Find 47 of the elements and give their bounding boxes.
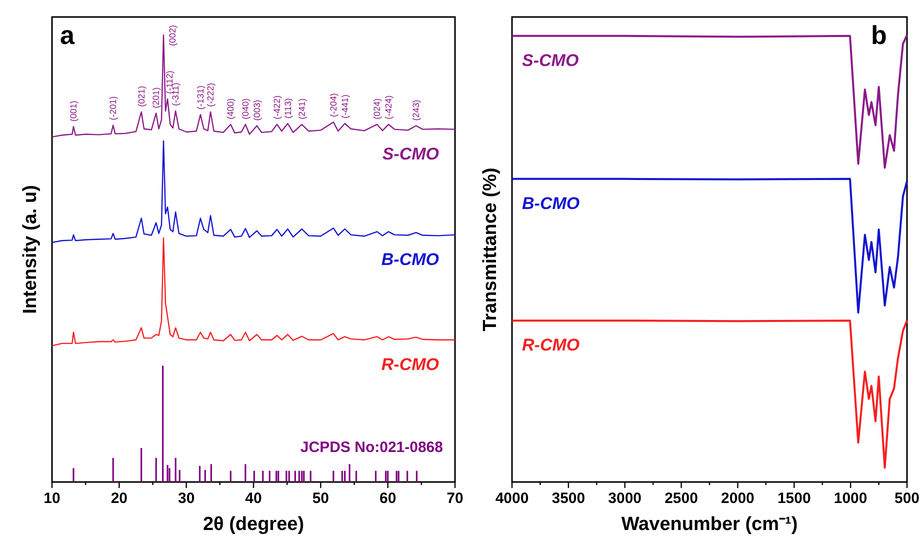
x-tick-label: 1000 — [834, 490, 868, 507]
annotation: (113) — [282, 98, 293, 119]
annotation: (243) — [411, 100, 422, 121]
annotation: (-441) — [340, 94, 350, 119]
x-tick-label: 3000 — [608, 490, 642, 507]
x-tick-label: 500 — [894, 490, 920, 507]
series-label: S-CMO — [382, 144, 439, 164]
x-tick-label: 2000 — [721, 490, 754, 507]
series-label: R-CMO — [381, 354, 439, 374]
x-tick-label: 2500 — [664, 490, 698, 507]
annotation: (241) — [296, 98, 307, 120]
annotation: (003) — [252, 100, 262, 121]
x-axis-title: Wavenumber (cm⁻¹) — [621, 514, 798, 535]
x-tick-label: 30 — [178, 490, 195, 507]
series-label: JCPDS No:021-0868 — [300, 439, 443, 456]
x-tick-label: 10 — [44, 490, 60, 507]
x-tick-label: 20 — [110, 490, 128, 507]
chart-title: a — [60, 20, 75, 50]
annotation: (-112) — [164, 70, 175, 94]
x-tick-label: 60 — [379, 490, 396, 507]
annotation: (001) — [68, 100, 78, 122]
series-label: B-CMO — [522, 194, 580, 213]
series-label: B-CMO — [381, 250, 439, 269]
annotation: (024) — [372, 98, 382, 120]
x-tick-label: 1500 — [777, 490, 811, 507]
x-tick-label: 4000 — [495, 490, 529, 507]
y-axis-title: Intensity (a. u) — [20, 185, 41, 314]
x-tick-label: 3500 — [552, 490, 586, 507]
series-label: S-CMO — [522, 50, 579, 70]
annotation: (-131) — [195, 86, 206, 110]
x-tick-label: 50 — [312, 490, 330, 507]
annotation: (400) — [226, 98, 236, 120]
series-label: R-CMO — [522, 336, 580, 355]
x-tick-label: 40 — [245, 490, 262, 507]
annotation: (-201) — [108, 96, 118, 120]
annotation: (201) — [151, 87, 162, 108]
x-tick-label: 70 — [446, 490, 464, 507]
y-axis-title: Transmittance (%) — [480, 168, 501, 332]
annotation: (-424) — [384, 95, 394, 120]
x-axis-title: 2θ (degree) — [202, 514, 304, 535]
annotation: (-222) — [206, 82, 216, 107]
annotation: (040) — [240, 98, 250, 120]
annotation: (-422) — [272, 95, 282, 120]
annotation: (002) — [167, 24, 178, 46]
chart-title: b — [871, 20, 887, 50]
annotation: (-204) — [328, 93, 338, 118]
annotation: (021) — [136, 86, 146, 107]
